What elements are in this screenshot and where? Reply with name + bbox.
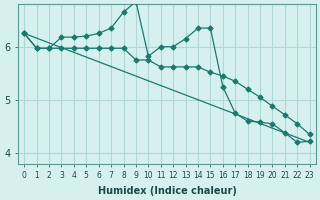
X-axis label: Humidex (Indice chaleur): Humidex (Indice chaleur) bbox=[98, 186, 236, 196]
